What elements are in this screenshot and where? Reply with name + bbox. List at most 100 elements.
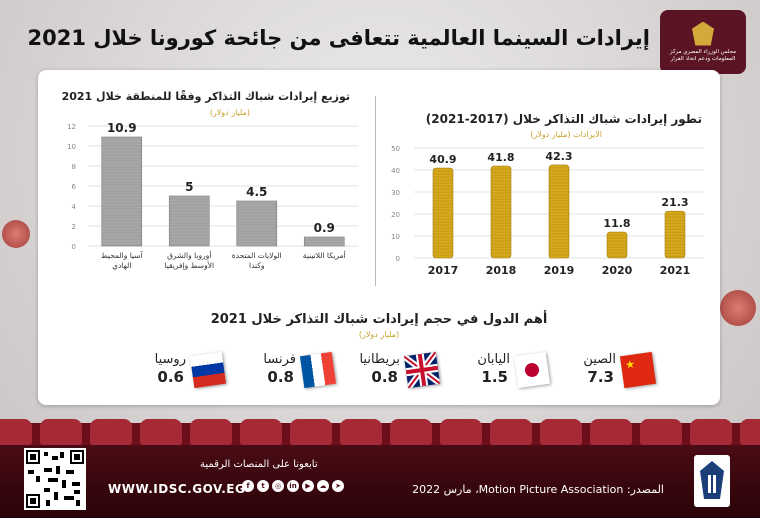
soundcloud-icon[interactable]: ☁	[317, 480, 329, 492]
yearly-bar	[548, 164, 570, 259]
y-tick-label: 12	[67, 123, 76, 131]
logo-text: مجلس الوزراء المصري مركز المعلومات ودعم …	[669, 48, 737, 62]
website-link[interactable]: WWW.IDSC.GOV.EG	[108, 482, 246, 496]
seat	[40, 419, 82, 449]
seat	[190, 419, 232, 449]
seat	[690, 419, 732, 449]
country-value: 7.3	[587, 368, 614, 386]
region-category-label: وكندا	[249, 261, 265, 270]
y-tick-label: 2	[72, 223, 76, 231]
region-category-label: آسيا والمحيط	[101, 250, 144, 260]
countries-title: أهم الدول في حجم إيرادات شباك التذاكر خل…	[210, 312, 548, 327]
region-value-label: 4.5	[246, 185, 267, 199]
region-category-label: أوروبا والشرق	[167, 250, 211, 260]
region-chart-title: توزيع إيرادات شباك التذاكر وفقًا للمنطقة…	[61, 90, 350, 103]
seat	[440, 419, 482, 449]
yearly-value-label: 40.9	[429, 153, 456, 166]
country-uk: بريطانيا 0.8	[328, 351, 441, 392]
region-value-label: 10.9	[107, 121, 137, 135]
country-value: 1.5	[481, 368, 508, 386]
instagram-icon[interactable]: ◎	[272, 480, 284, 492]
chart-divider	[375, 96, 376, 286]
year-label: 2021	[660, 264, 691, 277]
russia-flag-icon	[189, 351, 227, 389]
seat	[340, 419, 382, 449]
idsc-logo-icon	[694, 455, 730, 507]
footer-bar	[0, 445, 760, 518]
y-tick-label: 0	[72, 243, 76, 251]
source-text: المصدر: Motion Picture Association، مارس…	[412, 483, 664, 496]
y-tick-label: 8	[72, 163, 76, 171]
seat	[90, 419, 132, 449]
yearly-value-label: 41.8	[487, 151, 514, 164]
yearly-chart: 0 10 20 30 40 50 40.9 2017 41.8 2018 42.3 2019 11.8 2…	[391, 145, 704, 277]
seat	[290, 419, 332, 449]
seat	[540, 419, 582, 449]
y-tick-label: 40	[391, 167, 400, 175]
region-bar	[101, 136, 143, 247]
year-label: 2019	[544, 264, 575, 277]
follow-us-text: تابعونا على المنصات الرقمية	[200, 459, 318, 470]
twitter-icon[interactable]: t	[257, 480, 269, 492]
yearly-value-label: 42.3	[545, 150, 572, 163]
region-category-label: الأوسط وإفريقيا	[164, 260, 214, 270]
y-tick-label: 30	[391, 189, 400, 197]
telegram-icon[interactable]: ➤	[332, 480, 344, 492]
region-category-label: أمريكا اللاتينية	[303, 250, 346, 260]
social-icons: f t ◎ in ▶ ☁ ➤	[242, 480, 344, 492]
y-tick-label: 6	[72, 183, 77, 191]
country-name: الصين	[583, 352, 616, 367]
france-flag-icon	[299, 351, 337, 389]
eagle-emblem-icon	[692, 21, 714, 46]
yearly-chart-title: تطور إيرادات شباك التذاكر خلال (2017-202…	[425, 112, 702, 126]
region-value-label: 0.9	[314, 221, 335, 235]
uk-flag-icon	[403, 351, 441, 389]
yearly-bar	[606, 231, 628, 259]
content-panel: توزيع إيرادات شباك التذاكر وفقًا للمنطقة…	[38, 70, 720, 405]
country-value: 0.8	[267, 368, 294, 386]
linkedin-icon[interactable]: in	[287, 480, 299, 492]
year-label: 2020	[602, 264, 633, 277]
country-name: فرنسا	[263, 352, 296, 367]
country-name: روسيا	[154, 352, 186, 367]
country-value: 0.8	[371, 368, 398, 386]
seat	[140, 419, 182, 449]
seat	[0, 419, 32, 449]
seat	[640, 419, 682, 449]
region-chart-subtitle: (مليار دولار)	[209, 108, 250, 117]
seat	[390, 419, 432, 449]
youtube-icon[interactable]: ▶	[302, 480, 314, 492]
virus-decoration-icon	[2, 220, 30, 248]
yearly-bar	[664, 210, 686, 259]
seat	[740, 419, 760, 449]
country-russia: روسيا 0.6	[114, 351, 227, 392]
y-tick-label: 20	[391, 211, 400, 219]
seat	[490, 419, 532, 449]
country-name: بريطانيا	[359, 352, 400, 367]
yearly-value-label: 11.8	[603, 217, 630, 230]
seat	[590, 419, 632, 449]
facebook-icon[interactable]: f	[242, 480, 254, 492]
y-tick-label: 10	[67, 143, 76, 151]
region-bar	[303, 236, 345, 247]
y-tick-label: 10	[391, 233, 400, 241]
y-tick-label: 0	[396, 255, 400, 263]
region-bar	[168, 195, 210, 247]
virus-decoration-icon	[720, 290, 756, 326]
cabinet-logo: مجلس الوزراء المصري مركز المعلومات ودعم …	[660, 10, 746, 74]
yearly-chart-subtitle: الايرادات (مليار دولار)	[530, 130, 602, 139]
yearly-value-label: 21.3	[661, 196, 688, 209]
country-japan: اليابان 1.5	[438, 351, 551, 392]
year-label: 2018	[486, 264, 517, 277]
y-tick-label: 50	[391, 145, 400, 153]
y-tick-label: 4	[72, 203, 77, 211]
qr-code-icon[interactable]	[24, 448, 86, 510]
seat	[240, 419, 282, 449]
china-flag-icon: ★	[619, 351, 657, 389]
country-value: 0.6	[157, 368, 184, 386]
region-bar	[236, 200, 278, 247]
year-label: 2017	[428, 264, 459, 277]
country-china: ★ الصين 7.3	[544, 351, 657, 392]
countries-subtitle: (مليار دولار)	[358, 330, 400, 339]
